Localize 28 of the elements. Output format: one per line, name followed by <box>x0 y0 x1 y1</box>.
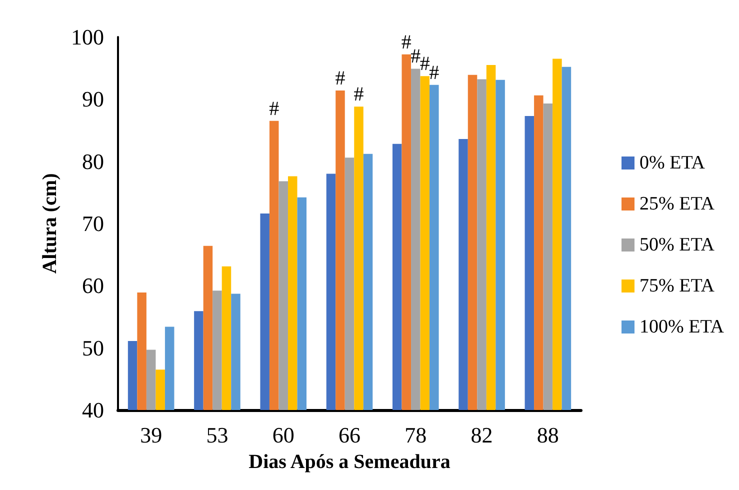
annotation: # <box>420 53 430 76</box>
legend-label: 50% ETA <box>640 234 715 256</box>
x-tick-label: 78 <box>404 422 427 448</box>
legend-label: 100% ETA <box>640 316 724 338</box>
annotation: # <box>410 46 421 68</box>
annotation: # <box>269 98 280 120</box>
annotation: # <box>401 31 412 54</box>
y-tick-label: 60 <box>82 273 104 298</box>
x-tick-label: 60 <box>272 422 294 448</box>
x-axis-title: Dias Após a Semeadura <box>248 451 450 473</box>
y-tick-label: 40 <box>82 398 104 422</box>
y-tick-label: 90 <box>82 86 104 112</box>
legend-label: 75% ETA <box>640 276 715 296</box>
y-tick-label: 100 <box>71 24 104 50</box>
x-tick-label: 39 <box>140 422 162 448</box>
annotation: # <box>429 62 440 84</box>
x-tick-label: 88 <box>536 422 559 448</box>
y-tick-label: 80 <box>82 148 104 174</box>
x-tick-label: 82 <box>470 422 493 448</box>
legend-label: 0% ETA <box>640 152 706 174</box>
annotation: # <box>354 84 364 106</box>
annotation: # <box>335 67 346 90</box>
y-axis-title: Altura (cm) <box>39 173 61 274</box>
x-tick-label: 66 <box>338 422 360 448</box>
y-tick-label: 50 <box>82 335 104 360</box>
x-tick-label: 53 <box>206 422 228 448</box>
legend-label: 25% ETA <box>640 194 715 214</box>
y-tick-label: 70 <box>82 211 104 236</box>
